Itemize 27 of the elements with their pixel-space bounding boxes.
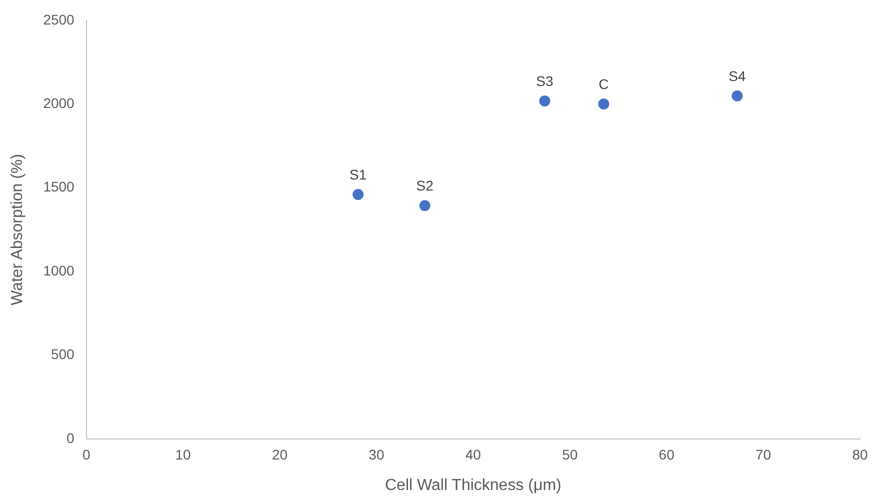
annotation: S3 (536, 72, 554, 89)
annotation: S4 (728, 68, 746, 84)
x-tick-label: 40 (465, 446, 482, 462)
y-axis-title: Water Absorption (%) (9, 154, 26, 306)
y-tick-label: 1500 (43, 178, 75, 195)
y-tick-label: 0 (66, 430, 75, 446)
point (419, 200, 430, 212)
x-tick-label: 0 (82, 446, 90, 462)
annotation: S1 (350, 166, 367, 182)
point (732, 90, 743, 102)
x-tick-label: 20 (272, 446, 288, 462)
point (598, 98, 610, 110)
point (352, 189, 364, 200)
point (539, 95, 550, 106)
y-tick-label: 500 (50, 346, 75, 362)
x-tick-label: 70 (756, 446, 772, 462)
x-tick-label: 10 (175, 446, 192, 462)
y-tick-label: 2000 (43, 94, 75, 111)
annotation: S2 (416, 177, 434, 194)
x-tick-label: 80 (852, 446, 868, 462)
annotation: C (598, 76, 609, 92)
x-tick-label: 60 (658, 446, 675, 462)
y-tick-label: 2500 (43, 11, 75, 28)
y-tick-label: 1000 (43, 262, 75, 278)
x-tick-label: 50 (562, 446, 578, 462)
x-tick-label: 30 (368, 446, 384, 462)
x-axis-title: Cell Wall Thickness (μm) (384, 476, 562, 494)
